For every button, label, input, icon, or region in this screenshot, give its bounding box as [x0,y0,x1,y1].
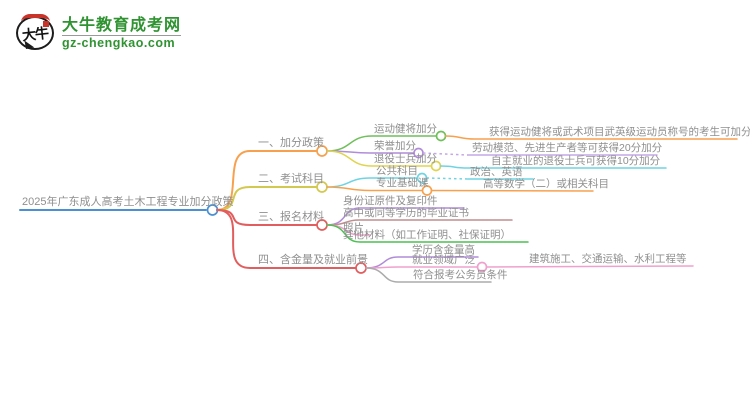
node-employment-fields-toggle-circle [476,261,488,273]
branch-bonus-policy-toggle-circle [316,145,328,157]
branch-value-prospects-line [216,209,356,269]
node-public-subjects-toggle-circle [416,172,428,184]
node-honor-bonus-toggle-circle [413,147,424,159]
leaf-athlete-detail-line [444,135,738,140]
logo-text-block: 大牛教育成考网 gz-chengkao.com [62,16,182,50]
brand-domain: gz-chengkao.com [62,35,176,50]
brand-divider [62,34,182,36]
leaf-photo-line [326,224,371,236]
branch-bonus-policy-line [216,150,317,211]
branch-exam-subjects-line [216,186,317,211]
node-public-subjects-line [326,177,418,188]
node-athlete-bonus-toggle-circle [435,130,447,142]
node-veteran-bonus-toggle-circle [430,160,442,172]
leaf-honor-detail-lead-line [422,152,469,156]
branch-application-materials-toggle-circle [316,219,328,231]
leaf-veteran-detail-line [439,165,667,169]
leaf-employment-detail-line [485,265,694,268]
node-major-basics-line [326,186,423,192]
leaf-other-materials-line [326,224,529,243]
leaf-civil-servant-line [365,267,492,283]
branch-exam-subjects-toggle-circle [316,181,328,193]
leaf-public-subjects-list-lead-line [426,177,469,180]
node-major-basics-toggle-circle [421,185,433,196]
logo-red-arc-icon [21,14,50,30]
logo-seal-icon [43,21,49,27]
daniu-logo-icon: 大牛 [16,14,54,50]
site-header[interactable]: 大牛 大牛教育成考网 gz-chengkao.com [16,14,182,50]
leaf-major-basics-detail-line [430,189,594,192]
node-veteran-bonus-line [326,150,432,167]
branch-value-prospects-toggle-circle [355,262,367,274]
leaf-diploma-line [326,219,513,226]
node-employment-fields-line [365,266,478,269]
brand-name: 大牛教育成考网 [62,16,182,34]
